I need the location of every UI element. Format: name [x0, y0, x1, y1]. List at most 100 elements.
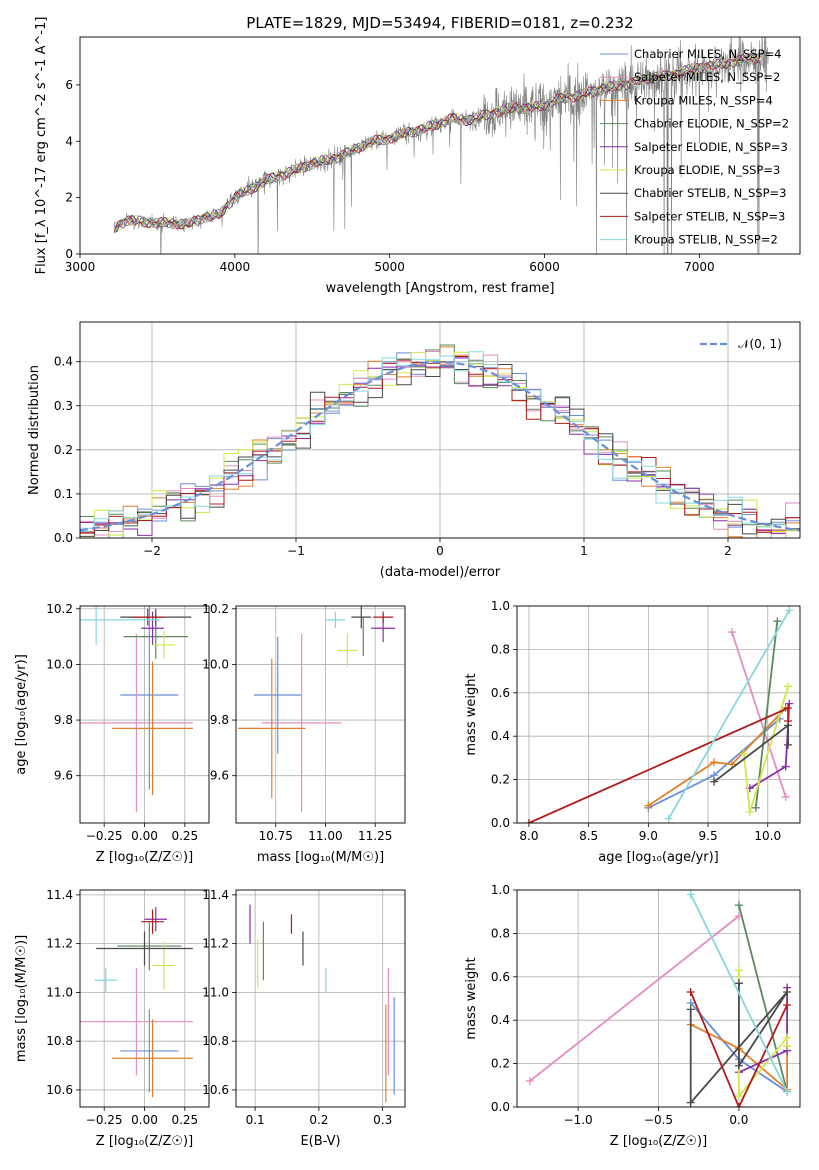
y-tick-label: 11.2 — [202, 937, 229, 951]
y-axis-label: mass weight — [464, 673, 479, 755]
y-tick-label: 9.8 — [210, 713, 229, 727]
axes-frame — [79, 889, 210, 1108]
weight-marker-chabrier_stelib — [784, 740, 793, 749]
y-tick-label: 1.0 — [491, 599, 510, 613]
y-tick-label: 0.2 — [491, 1057, 510, 1071]
weight-marker-chabrier_stelib — [710, 777, 719, 786]
y-axis-label: Flux [f_λ 10^-17 erg cm^-2 s^-1 A^-1] — [34, 17, 49, 275]
weight-marker-kroupa_stelib — [664, 814, 673, 823]
y-tick-label: 2 — [65, 191, 73, 205]
normal-curve — [80, 360, 800, 532]
y-tick-label: 10.6 — [46, 1083, 73, 1097]
weight-marker-chabrier_elodie — [773, 617, 782, 626]
axes-frame — [79, 605, 210, 824]
weight-line-kroupa_stelib — [667, 609, 791, 820]
weight-marker-chabrier_stelib — [734, 1061, 743, 1070]
weight-line-kroupa_elodie — [743, 686, 789, 813]
y-tick-label: 11.4 — [202, 888, 229, 902]
model-spectrum-salpeter_stelib — [113, 55, 761, 232]
panel-age_vs_mass: 10.75 11.00 11.25 9.6 9.8 10.0 10.2 mass [log₁₀… — [202, 602, 406, 865]
x-axis-label: mass [log₁₀(M/M☉)] — [257, 850, 384, 865]
axes-frame — [235, 605, 406, 824]
y-tick-label: 6 — [65, 78, 73, 92]
x-tick-label: 1 — [580, 544, 588, 558]
model-spectrum-kroupa_stelib — [113, 54, 761, 230]
y-tick-label: 10.2 — [202, 602, 229, 616]
y-tick-label: 9.6 — [210, 769, 229, 783]
weight-marker-salpeter_miles — [727, 628, 736, 637]
weight-marker-chabrier_stelib — [783, 987, 792, 996]
x-tick-label: 3000 — [65, 260, 96, 274]
y-tick-label: 11.4 — [46, 888, 73, 902]
y-tick-label: 11.0 — [46, 985, 73, 999]
x-tick-label: 0.25 — [171, 829, 198, 843]
y-tick-label: 0.2 — [491, 773, 510, 787]
weight-marker-salpeter_elodie — [781, 762, 790, 771]
y-tick-label: 9.6 — [54, 769, 73, 783]
y-tick-label: 1.0 — [491, 883, 510, 897]
axes-frame — [516, 889, 801, 1108]
plot-area — [249, 904, 395, 1103]
weight-marker-kroupa_miles — [710, 758, 719, 767]
model-spectrum-chabrier_stelib — [113, 54, 761, 233]
histogram-chabrier_stelib — [80, 364, 800, 537]
weight-marker-chabrier_stelib — [686, 1005, 695, 1014]
weight-marker-kroupa_elodie — [739, 749, 748, 758]
weight-marker-salpeter_stelib — [784, 703, 793, 712]
weight-line-salpeter_stelib — [689, 991, 788, 1107]
x-tick-label: 8.0 — [519, 829, 538, 843]
x-tick-label: 10.75 — [259, 829, 293, 843]
y-tick-label: 0 — [65, 247, 73, 261]
legend-label: Chabrier ELODIE, N_SSP=2 — [634, 117, 789, 131]
x-axis-label: Z [log₁₀(Z/Z☉)] — [610, 1134, 707, 1149]
weight-marker-chabrier_stelib — [734, 979, 743, 988]
y-axis-label: Normed distribution — [27, 365, 42, 495]
y-tick-label: 10.2 — [46, 602, 73, 616]
weight-marker-kroupa_elodie — [734, 966, 743, 975]
axes-frame — [79, 36, 801, 255]
x-tick-label: 0.2 — [309, 1113, 328, 1127]
y-tick-label: 4 — [65, 134, 73, 148]
histogram-kroupa_stelib — [80, 351, 800, 538]
legend-label: Kroupa ELODIE, N_SSP=3 — [634, 163, 780, 177]
legend-label: Kroupa STELIB, N_SSP=2 — [634, 233, 778, 247]
x-tick-label: 6000 — [529, 260, 560, 274]
y-axis-label: age [log₁₀(age/yr)] — [14, 654, 29, 775]
plot-area — [80, 344, 800, 538]
weight-marker-kroupa_elodie — [734, 1092, 743, 1101]
weight-marker-kroupa_stelib — [783, 1087, 792, 1096]
weight-line-chabrier_elodie — [754, 621, 779, 808]
y-tick-label: 0.8 — [491, 642, 510, 656]
figure-title: PLATE=1829, MJD=53494, FIBERID=0181, z=0… — [246, 14, 633, 32]
panel-mass_vs_Z: −0.25 0.00 0.25 10.6 10.8 11.0 11.2 11.4 Z [log₁… — [14, 888, 210, 1149]
axes-frame — [235, 889, 406, 1108]
y-tick-label: 11.0 — [202, 985, 229, 999]
panel-weight_vs_age: 8.0 8.5 9.0 9.5 10.0 0.0 0.2 0.4 0.6 0.8 1.0 age [l… — [464, 599, 801, 865]
legend-label: 𝒩(0, 1) — [738, 337, 782, 351]
weight-marker-chabrier_stelib — [686, 1098, 695, 1107]
plot-area — [525, 890, 792, 1107]
weight-marker-salpeter_elodie — [785, 699, 794, 708]
legend: Chabrier MILES, N_SSP=4 Salpeter MILES, N… — [600, 47, 789, 247]
x-tick-label: −2 — [143, 544, 161, 558]
x-tick-label: 0.0 — [729, 1113, 748, 1127]
y-tick-label: 0.2 — [54, 443, 73, 457]
y-tick-label: 11.2 — [46, 937, 73, 951]
y-tick-label: 0.3 — [54, 399, 73, 413]
y-tick-label: 0.6 — [491, 970, 510, 984]
x-tick-label: 0.25 — [171, 1113, 198, 1127]
x-tick-label: −0.5 — [644, 1113, 673, 1127]
weight-line-kroupa_miles — [647, 707, 787, 807]
y-tick-label: 0.0 — [491, 816, 510, 830]
y-tick-label: 10.8 — [202, 1034, 229, 1048]
plot-area — [80, 907, 193, 1098]
weight-line-kroupa_stelib — [689, 893, 788, 1093]
x-axis-label: E(B-V) — [300, 1134, 340, 1149]
legend-label: Chabrier MILES, N_SSP=4 — [634, 47, 781, 61]
weight-line-chabrier_stelib — [713, 723, 789, 783]
y-tick-label: 0.4 — [491, 1013, 510, 1027]
x-tick-label: 0.3 — [373, 1113, 392, 1127]
x-tick-label: −1 — [287, 544, 305, 558]
y-tick-label: 0.8 — [491, 926, 510, 940]
